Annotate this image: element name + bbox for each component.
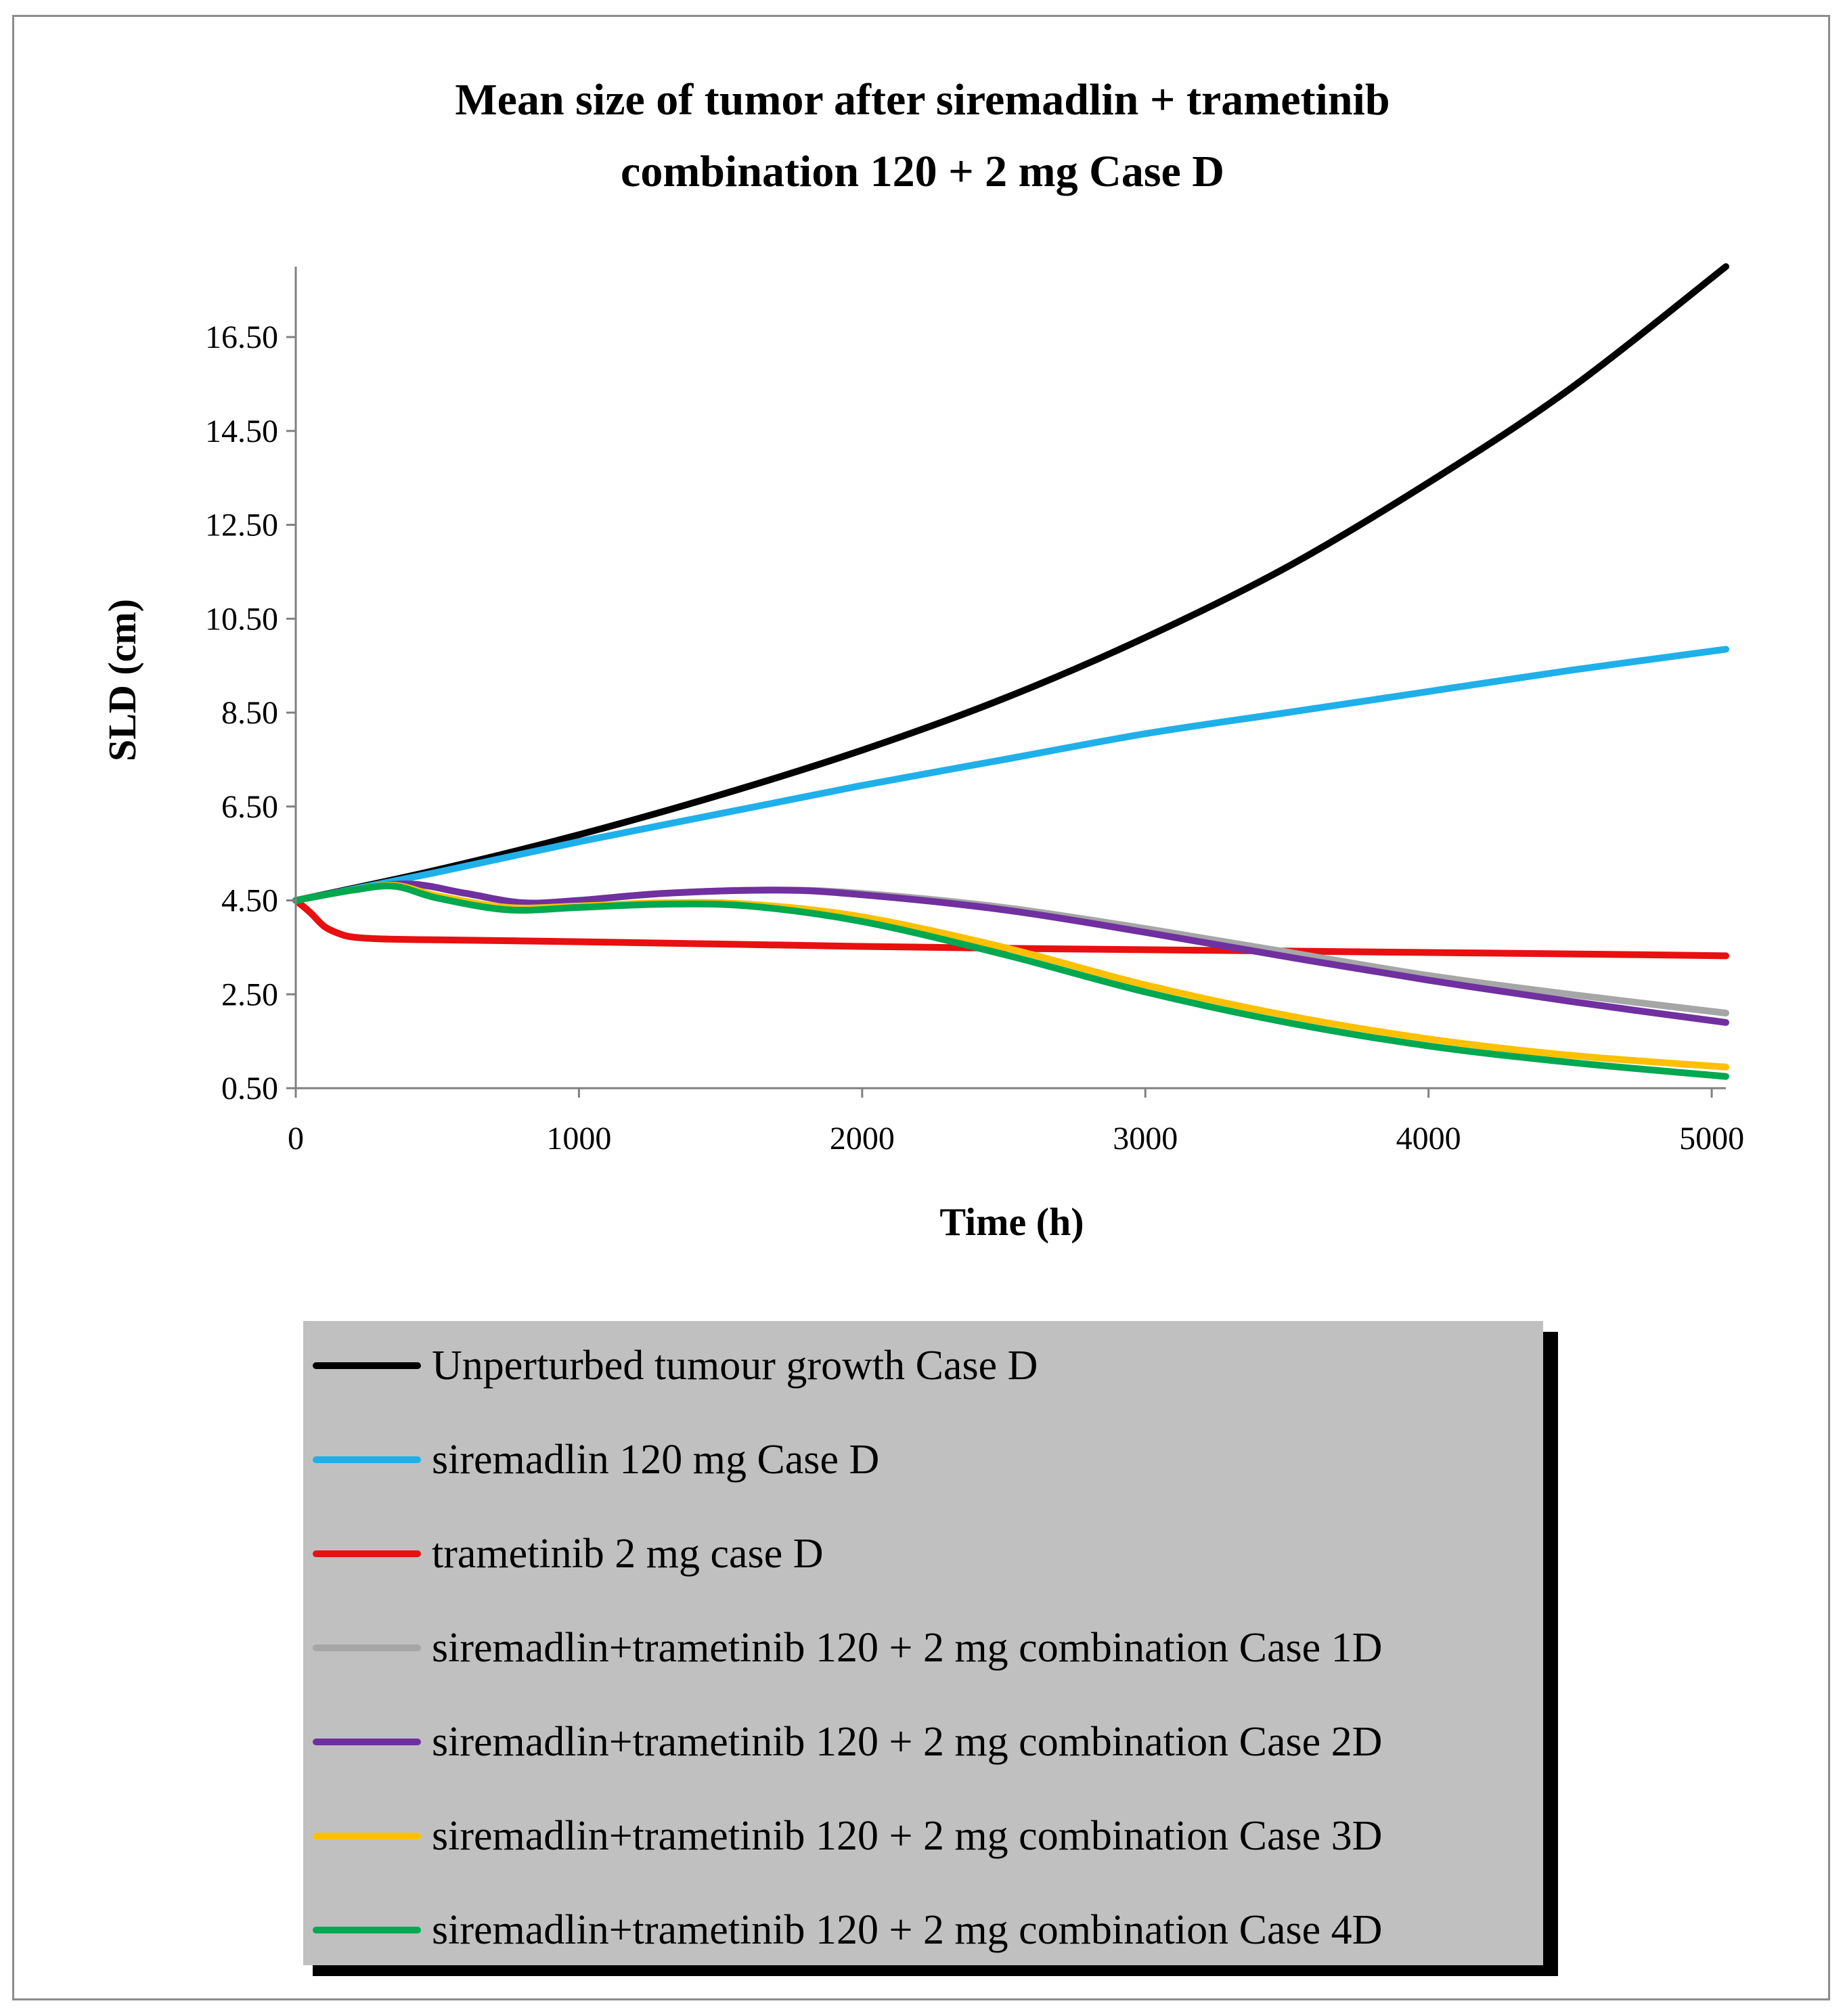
legend-item-trametinib: trametinib 2 mg case D <box>313 1520 1541 1588</box>
legend-swatch-combo-3d <box>313 1833 421 1839</box>
legend-swatch-combo-4d <box>313 1927 421 1933</box>
series-line-2 <box>292 646 1729 904</box>
legend-label-combo-2d: siremadlin+trametinib 120 + 2 mg combina… <box>432 1718 1383 1765</box>
x-tick-label: 4000 <box>1396 1121 1461 1157</box>
x-tick-label: 2000 <box>830 1121 895 1157</box>
x-tick-label: 0 <box>288 1121 304 1157</box>
series-line-5 <box>292 880 1729 1026</box>
y-tick-label: 16.50 <box>205 319 278 355</box>
legend-label-trametinib: trametinib 2 mg case D <box>432 1530 824 1577</box>
legend: Unperturbed tumour growth Case D siremad… <box>303 1321 1543 1965</box>
x-tick-label: 1000 <box>546 1121 611 1157</box>
legend-label-combo-4d: siremadlin+trametinib 120 + 2 mg combina… <box>432 1906 1383 1953</box>
y-tick-label: 0.50 <box>221 1071 278 1106</box>
legend-label-combo-3d: siremadlin+trametinib 120 + 2 mg combina… <box>432 1812 1383 1859</box>
chart-title-line-2: combination 120 + 2 mg Case D <box>621 147 1224 196</box>
axes-layer: 0.50 2.50 4.50 6.50 8.50 10.50 12.50 14.50 16.50… <box>205 267 1744 1157</box>
y-tick-label: 12.50 <box>205 508 278 543</box>
y-tick-label: 6.50 <box>221 789 278 825</box>
series-line-7 <box>292 882 1729 1080</box>
y-tick-label: 10.50 <box>205 601 278 637</box>
chart-title-line-1: Mean size of tumor after siremadlin + tr… <box>455 75 1390 125</box>
legend-swatch-siremadlin <box>313 1456 421 1463</box>
legend-swatch-unperturbed <box>313 1362 421 1369</box>
legend-item-combo-1d: siremadlin+trametinib 120 + 2 mg combina… <box>313 1614 1541 1682</box>
series-layer <box>292 263 1729 1080</box>
x-tick-label: 5000 <box>1679 1121 1744 1157</box>
y-tick-label: 8.50 <box>221 695 278 731</box>
y-tick-label: 2.50 <box>221 977 278 1012</box>
legend-label-combo-1d: siremadlin+trametinib 120 + 2 mg combina… <box>432 1624 1383 1671</box>
legend-item-unperturbed: Unperturbed tumour growth Case D <box>313 1332 1541 1399</box>
x-axis-title: Time (h) <box>939 1200 1084 1244</box>
chart-title: Mean size of tumor after siremadlin + tr… <box>0 64 1845 208</box>
legend-item-combo-3d: siremadlin+trametinib 120 + 2 mg combina… <box>313 1802 1541 1870</box>
legend-swatch-trametinib <box>313 1550 421 1557</box>
series-line-3 <box>292 897 1729 960</box>
legend-swatch-combo-1d <box>313 1644 421 1651</box>
x-tick-label: 3000 <box>1113 1121 1178 1157</box>
legend-label-siremadlin: siremadlin 120 mg Case D <box>432 1436 880 1483</box>
legend-item-combo-4d: siremadlin+trametinib 120 + 2 mg combina… <box>313 1896 1541 1964</box>
y-tick-label: 4.50 <box>221 883 278 919</box>
legend-swatch-combo-2d <box>313 1739 421 1745</box>
y-axis-title: SLD (cm) <box>100 599 144 761</box>
legend-label-unperturbed: Unperturbed tumour growth Case D <box>432 1342 1038 1389</box>
series-line-1 <box>292 263 1729 904</box>
legend-item-siremadlin: siremadlin 120 mg Case D <box>313 1426 1541 1494</box>
y-tick-label: 14.50 <box>205 413 278 449</box>
legend-item-combo-2d: siremadlin+trametinib 120 + 2 mg combina… <box>313 1708 1541 1776</box>
